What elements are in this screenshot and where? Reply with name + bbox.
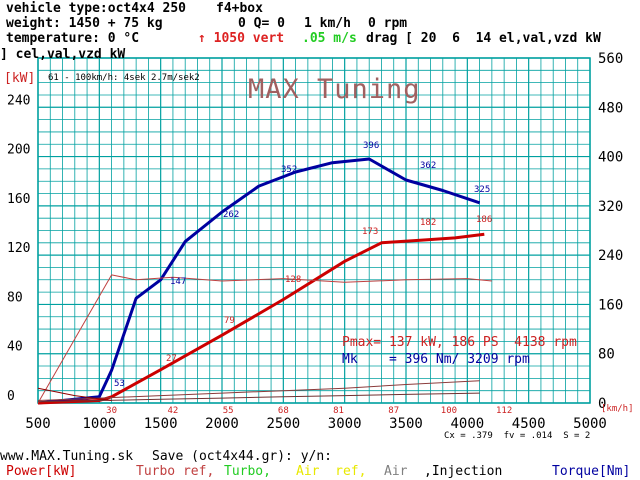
torque-label: 396	[363, 141, 380, 151]
y-tick-label-right: 560	[598, 51, 623, 67]
chart-series	[37, 157, 492, 405]
x-tick-label: 3000	[328, 416, 362, 432]
power-legend[interactable]: Power[kW]	[6, 464, 77, 479]
series-line	[37, 232, 485, 405]
torque-label: 362	[420, 161, 437, 171]
turbo-ref-legend[interactable]: Turbo ref,	[136, 464, 215, 479]
series-line	[37, 274, 492, 404]
y-tick-label-left: 0	[7, 389, 15, 404]
y-tick-label-right: 480	[598, 100, 623, 116]
speed-tick-label: 81	[333, 406, 344, 416]
kw-unit-label: [kW]	[4, 71, 36, 86]
mk-readout: Mk = 396 Nm/ 3209 rpm	[342, 352, 530, 367]
y-tick-label-right: 400	[598, 150, 623, 166]
series-line	[37, 380, 480, 401]
y-tick-label-left: 160	[7, 192, 30, 207]
y-tick-label-right: 160	[598, 297, 623, 313]
chart-grid	[37, 57, 591, 404]
x-tick-label: 5000	[573, 416, 607, 432]
vehicle-type: vehicle type:oct4x4 250	[6, 1, 187, 16]
turbo-legend[interactable]: Turbo,	[224, 464, 271, 479]
x-tick-label: 2000	[205, 416, 239, 432]
speed-tick-label: 68	[278, 406, 289, 416]
x-tick-label: 3500	[389, 416, 423, 432]
acceleration-note: 61 - 100km/h: 4sek 2.7m/sek2	[48, 73, 200, 83]
pmax-readout: Pmax= 137 kW, 186 PS 4138 rpm	[342, 335, 577, 350]
chart-ticks: 500 1000 1500 2000 2500 3000 3500 4000 4500 50003…	[7, 51, 623, 432]
speed-tick-label: 30	[106, 406, 117, 416]
temperature-label: temperature: 0 °C	[6, 31, 140, 46]
speed-tick-label: 55	[223, 406, 234, 416]
ms-readout: .05 m/s	[302, 31, 357, 46]
torque-label: 147	[170, 277, 187, 287]
power-label: 27	[166, 354, 177, 364]
torque-legend[interactable]: Torque[Nm]	[552, 464, 631, 479]
weight-label: weight: 1450 + 75 kg	[6, 16, 163, 31]
gearbox-label: f4+box	[216, 1, 263, 16]
air-legend[interactable]: Air	[384, 464, 408, 479]
torque-label: 352	[281, 165, 298, 175]
website-url: www.MAX.Tuning.sk	[0, 449, 134, 464]
x-tick-label: 500	[25, 416, 50, 432]
speed-tick-label: 112	[496, 406, 512, 416]
injection-legend[interactable]: ,Injection	[424, 464, 503, 479]
q-readout: 0 Q= 0	[238, 16, 285, 31]
plot-frame	[37, 57, 591, 404]
series-line	[37, 387, 112, 401]
torque-label: 53	[114, 379, 125, 389]
y-tick-label-right: 0	[598, 396, 606, 412]
y-tick-label-right: 80	[598, 347, 615, 363]
speed-readout: 1 km/h	[304, 16, 351, 31]
x-tick-label: 4000	[450, 416, 484, 432]
y-tick-label-left: 40	[7, 340, 23, 355]
power-label: 128	[285, 275, 302, 285]
speed-tick-label: 87	[388, 406, 399, 416]
rpm-readout: 0 rpm	[368, 16, 408, 31]
power-label: 173	[362, 227, 379, 237]
x-tick-label: 1000	[82, 416, 116, 432]
coefficients-readout: Cx = .379 fv = .014 S = 2	[444, 431, 591, 441]
torque-label: 325	[474, 185, 491, 195]
x-tick-label: 1500	[144, 416, 178, 432]
air-ref-legend[interactable]: Air ref,	[296, 464, 367, 479]
y-tick-label-left: 200	[7, 143, 30, 158]
save-prompt[interactable]: Save (oct4x44.gr): y/n:	[152, 449, 333, 464]
vert-readout: ↑ 1050 vert	[198, 31, 285, 46]
speed-tick-label: 42	[168, 406, 179, 416]
max-tuning-logo: MAX Tuning	[248, 74, 421, 105]
x-tick-label: 4500	[512, 416, 546, 432]
y-tick-label-left: 80	[7, 290, 23, 305]
y-tick-label-left: 120	[7, 241, 30, 256]
series-line	[37, 157, 481, 405]
torque-label: 262	[223, 210, 240, 220]
cel-val-label: ] cel,val,vzd kW	[0, 47, 126, 62]
x-tick-label: 2500	[266, 416, 300, 432]
power-label: 182	[420, 218, 437, 228]
speed-tick-label: 100	[441, 406, 457, 416]
y-tick-label-right: 320	[598, 199, 623, 215]
y-tick-label-left: 240	[7, 93, 30, 108]
power-label: 186	[476, 215, 493, 225]
y-tick-label-right: 240	[598, 248, 623, 264]
kmh-unit-label: [km/h]	[601, 404, 634, 414]
power-label: 79	[224, 316, 235, 326]
drag-readout: drag [ 20 6 14 el,val,vzd kW	[366, 31, 601, 46]
